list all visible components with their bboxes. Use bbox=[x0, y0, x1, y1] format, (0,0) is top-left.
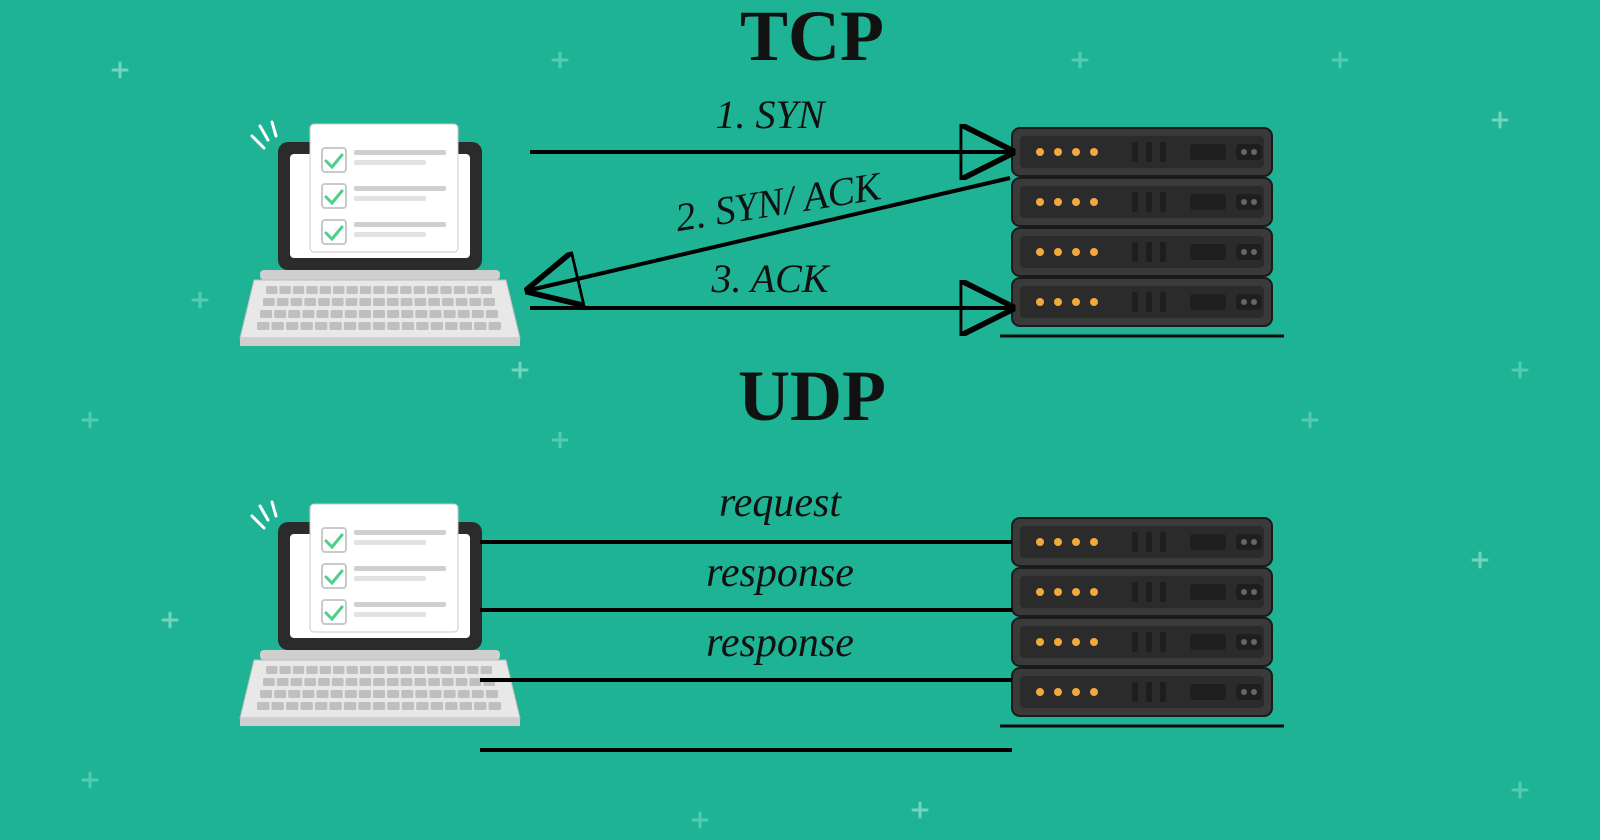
tcp-arrow-3-label: 3. ACK bbox=[710, 256, 830, 301]
server-unit bbox=[1012, 518, 1272, 566]
tcp-server-stack bbox=[1000, 128, 1284, 336]
server-unit bbox=[1012, 568, 1272, 616]
udp-line-3-label: response bbox=[706, 620, 854, 666]
tcp-title: TCP bbox=[740, 0, 884, 76]
checklist-icon bbox=[310, 124, 458, 252]
udp-laptop bbox=[240, 502, 520, 726]
tcp-arrow-1-label: 1. SYN bbox=[716, 92, 827, 137]
tcp-laptop bbox=[240, 122, 520, 346]
server-unit bbox=[1012, 668, 1272, 716]
udp-title: UDP bbox=[738, 356, 886, 436]
udp-line-2-label: response bbox=[706, 550, 854, 596]
server-unit bbox=[1012, 178, 1272, 226]
server-unit bbox=[1012, 618, 1272, 666]
server-unit bbox=[1012, 128, 1272, 176]
server-unit bbox=[1012, 278, 1272, 326]
server-unit bbox=[1012, 228, 1272, 276]
udp-line-1-label: request bbox=[719, 480, 842, 526]
udp-server-stack bbox=[1000, 518, 1284, 726]
checklist-icon bbox=[310, 504, 458, 632]
